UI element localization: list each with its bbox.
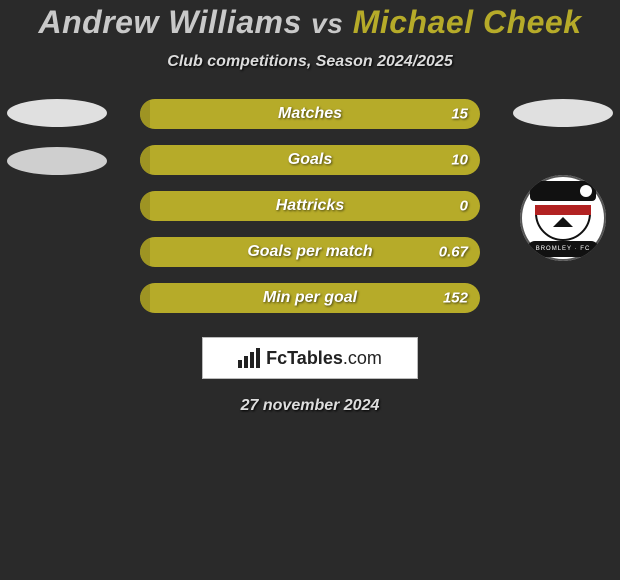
brand-box[interactable]: FcTables.com	[202, 337, 418, 379]
stat-bar-fill-left	[140, 283, 150, 313]
stat-label: Hattricks	[276, 197, 344, 215]
stat-bar-fill-left	[140, 145, 150, 175]
player2-name: Michael Cheek	[353, 4, 582, 40]
stat-value-right: 15	[451, 106, 468, 123]
stat-label: Goals	[288, 151, 332, 169]
stat-value-right: 152	[443, 290, 468, 307]
bar-chart-icon	[238, 348, 260, 368]
stat-bar: Hattricks 0	[140, 191, 480, 221]
brand-name: FcTables	[266, 348, 343, 368]
stat-rows: Matches 15 Goals 10 Hattricks 0 Goals per matc…	[140, 99, 480, 313]
stat-bar-fill-left	[140, 237, 150, 267]
player2-club-badge: BROMLEY · FC	[520, 175, 606, 261]
stat-value-right: 0.67	[439, 244, 468, 261]
brand-domain: .com	[343, 348, 382, 368]
stat-label: Min per goal	[263, 289, 357, 307]
stat-bar: Goals per match 0.67	[140, 237, 480, 267]
player2-photo-placeholder	[513, 99, 613, 127]
player1-club-placeholder	[7, 147, 107, 175]
stat-bar: Min per goal 152	[140, 283, 480, 313]
stat-value-right: 10	[451, 152, 468, 169]
player1-name: Andrew Williams	[38, 4, 301, 40]
badge-sun-icon	[580, 185, 592, 197]
stat-bar: Goals 10	[140, 145, 480, 175]
left-side-column	[2, 99, 112, 175]
footer-date: 27 november 2024	[0, 397, 620, 415]
stat-bar-fill-left	[140, 99, 150, 129]
page-title: Andrew Williams vs Michael Cheek	[0, 4, 620, 41]
badge-stripe	[535, 205, 591, 215]
brand-text: FcTables.com	[266, 348, 382, 369]
player1-photo-placeholder	[7, 99, 107, 127]
stat-bar: Matches 15	[140, 99, 480, 129]
stat-bar-fill-left	[140, 191, 150, 221]
right-side-column: BROMLEY · FC	[508, 99, 618, 261]
stat-label: Goals per match	[247, 243, 372, 261]
vs-label: vs	[311, 8, 343, 39]
stat-label: Matches	[278, 105, 342, 123]
comparison-widget: Andrew Williams vs Michael Cheek Club co…	[0, 0, 620, 415]
stat-value-right: 0	[460, 198, 468, 215]
subtitle: Club competitions, Season 2024/2025	[0, 53, 620, 71]
stats-area: BROMLEY · FC Matches 15 Goals 10 Hattricks 0 G…	[0, 99, 620, 313]
badge-band-text: BROMLEY · FC	[527, 241, 599, 257]
